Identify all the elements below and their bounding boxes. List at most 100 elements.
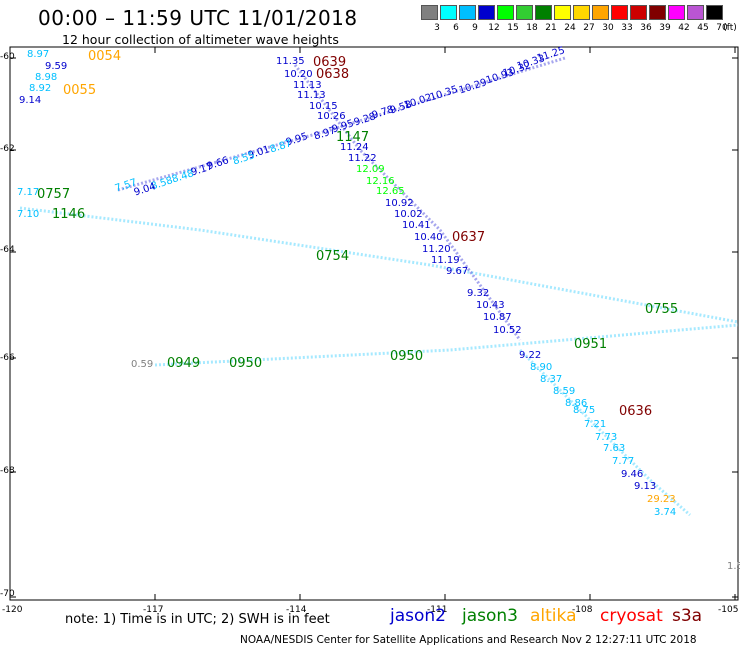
colorbar-swatch: [516, 5, 533, 20]
wave-height-label: 10.92: [385, 198, 414, 209]
satellite-track: [154, 323, 739, 367]
legend-s3a: s3a: [672, 606, 703, 626]
wave-height-label: 11.20: [422, 244, 451, 255]
pass-time-label: 0637: [452, 230, 486, 245]
map-frame: [9, 46, 739, 601]
wave-height-label: 9.32: [467, 288, 490, 299]
credit-line: NOAA/NESDIS Center for Satellite Applica…: [240, 634, 697, 646]
wave-height-label: 10.40: [414, 232, 443, 243]
colorbar-swatch: [592, 5, 609, 20]
wave-height-label: 8.97: [27, 49, 50, 60]
pass-time-label: 0951: [574, 337, 608, 352]
page-title: 00:00 – 11:59 UTC 11/01/2018: [38, 6, 358, 30]
colorbar-swatch: [497, 5, 514, 20]
wave-height-label: 1.5: [727, 561, 740, 572]
wave-height-label: 9.14: [19, 95, 42, 106]
colorbar-label: 45: [697, 23, 709, 33]
wave-height-label: 10.43: [476, 300, 505, 311]
wave-height-label: 10.15: [309, 101, 338, 112]
colorbar-swatch: [459, 5, 476, 20]
wave-height-label: 12.16: [366, 176, 395, 187]
colorbar-label: 70: [716, 23, 728, 33]
lon-label: -114: [286, 605, 307, 615]
wave-height-label: 10.20: [284, 69, 313, 80]
pass-time-label: 0950: [390, 349, 424, 364]
lat-label: -70: [0, 589, 15, 599]
wave-height-label: 12.09: [356, 164, 385, 175]
lat-label: -66: [0, 353, 15, 363]
wave-height-label: 10.26: [317, 111, 346, 122]
pass-time-label: 0639: [313, 55, 347, 70]
colorbar-label: 24: [564, 23, 576, 33]
map-note: note: 1) Time is in UTC; 2) SWH is in fe…: [65, 612, 330, 627]
wave-height-label: 9.22: [519, 350, 542, 361]
colorbar-swatch: [421, 5, 438, 20]
colorbar-swatch: [573, 5, 590, 20]
pass-time-label: 0636: [619, 404, 653, 419]
lon-label: -120: [2, 605, 23, 615]
pass-time-label: 1146: [52, 207, 86, 222]
colorbar-swatch: [649, 5, 666, 20]
colorbar-label: 36: [640, 23, 652, 33]
lon-label: -111: [427, 605, 448, 615]
pass-time-label: 0949: [167, 356, 201, 371]
legend-cryosat: cryosat: [600, 606, 663, 626]
colorbar-swatch: [478, 5, 495, 20]
pass-time-label: 0950: [229, 356, 263, 371]
satellite-track: [117, 56, 566, 192]
colorbar-label: 39: [659, 23, 671, 33]
wave-height-label: 10.41: [402, 220, 431, 231]
lon-label: -117: [143, 605, 164, 615]
wave-height-label: 8.86: [565, 398, 588, 409]
colorbar-swatch: [687, 5, 704, 20]
wave-height-label: 11.35: [276, 56, 305, 67]
wave-height-label: 8.92: [29, 83, 52, 94]
colorbar-label: 9: [472, 23, 478, 33]
wave-height-label: 8.98: [35, 72, 58, 83]
pass-time-label: 0754: [316, 249, 350, 264]
colorbar-unit: (ft): [723, 23, 737, 33]
pass-time-label: 0638: [316, 67, 350, 82]
pass-time-label: 1147: [336, 130, 370, 145]
wave-height-label: 10.87: [483, 312, 512, 323]
pass-time-label: 0055: [63, 83, 97, 98]
colorbar-swatch: [611, 5, 628, 20]
wave-height-label: 29.23: [647, 494, 676, 505]
wave-height-label: 11.24: [340, 142, 369, 153]
wave-height-label: 9.13: [634, 481, 657, 492]
colorbar-label: 27: [583, 23, 595, 33]
satellite-track: [19, 206, 739, 324]
wave-height-label: 9.46: [621, 469, 644, 480]
wave-height-label: 8.90: [530, 362, 553, 373]
wave-height-label: 8.37: [540, 374, 563, 385]
colorbar-label: 12: [488, 23, 500, 33]
wave-height-label: 7.73: [595, 432, 618, 443]
wave-height-label: 9.67: [446, 266, 469, 277]
wave-height-label: 7.10: [17, 209, 40, 220]
colorbar-label: 30: [602, 23, 614, 33]
pass-time-label: 0054: [88, 49, 122, 64]
colorbar-swatch: [706, 5, 723, 20]
lon-label: -108: [572, 605, 593, 615]
lon-label: -105: [718, 605, 739, 615]
legend-jason2: jason2: [390, 606, 446, 626]
page-subtitle: 12 hour collection of altimeter wave hei…: [62, 32, 339, 47]
pass-time-label: 0757: [37, 187, 71, 202]
lat-label: -60: [0, 52, 15, 62]
colorbar-swatch: [630, 5, 647, 20]
colorbar-label: 33: [621, 23, 633, 33]
wave-height-label: 11.22: [348, 153, 377, 164]
colorbar-swatch: [554, 5, 571, 20]
wave-height-label: 8.59: [553, 386, 576, 397]
colorbar-swatch: [668, 5, 685, 20]
wave-height-label: 11.13: [293, 80, 322, 91]
wave-height-label: 3.74: [654, 507, 677, 518]
wave-height-label: 10.52: [493, 325, 522, 336]
colorbar-label: 18: [526, 23, 538, 33]
lat-label: -64: [0, 245, 15, 255]
legend-jason3: jason3: [462, 606, 518, 626]
colorbar-swatch: [535, 5, 552, 20]
colorbar-swatch: [440, 5, 457, 20]
wave-height-label: 7.21: [584, 419, 607, 430]
